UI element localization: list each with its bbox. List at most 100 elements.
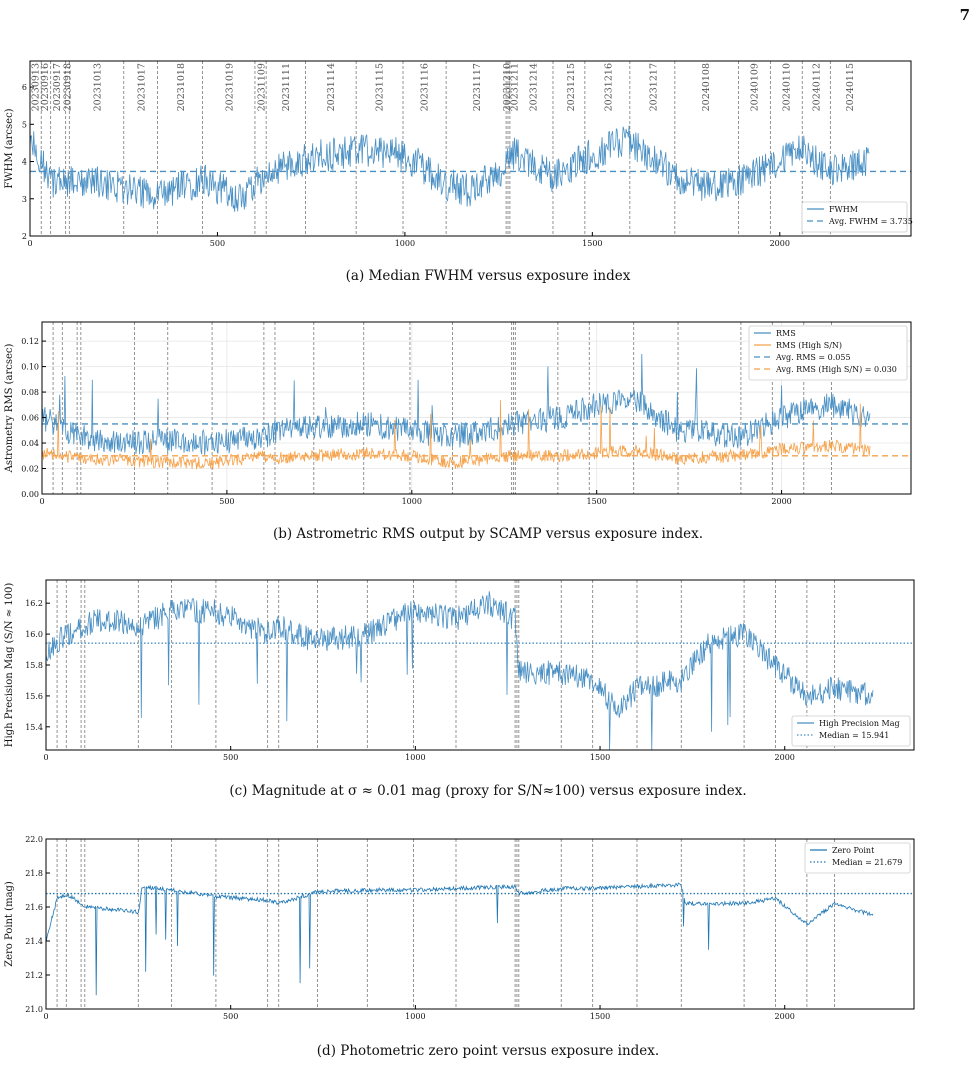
x-tick-label: 500 xyxy=(219,497,234,506)
date-label: 20230917 xyxy=(52,63,63,111)
date-label: 20240110 xyxy=(781,63,792,111)
date-label: 20231017 xyxy=(137,63,148,111)
legend-label: RMS xyxy=(776,329,796,338)
y-tick-label: 15.4 xyxy=(25,723,43,732)
date-label: 20231111 xyxy=(281,63,292,111)
date-label: 20231109 xyxy=(257,63,268,111)
date-label: 20231211 xyxy=(510,63,521,111)
y-tick-label: 0.10 xyxy=(21,363,39,372)
y-tick-label: 21.8 xyxy=(25,869,43,878)
date-label: 20231019 xyxy=(225,63,236,111)
date-label: 20231210 xyxy=(502,63,513,111)
caption-rms: (b) Astrometric RMS output by SCAMP vers… xyxy=(272,526,704,542)
y-tick-label: 15.8 xyxy=(25,661,43,670)
y-tick-label: 0.02 xyxy=(21,465,39,474)
x-tick-label: 2000 xyxy=(775,1012,795,1021)
caption-fwhm: (a) Median FWHM versus exposure index xyxy=(345,268,631,284)
y-tick-label: 2 xyxy=(22,232,27,241)
y-tick-label: 21.6 xyxy=(25,903,43,912)
y-tick-label: 0.04 xyxy=(21,439,39,448)
x-tick-label: 500 xyxy=(210,239,225,248)
plot-frame xyxy=(45,838,915,1010)
y-tick-label: 16.2 xyxy=(25,599,43,608)
plot-frame xyxy=(41,321,912,495)
date-label: 20231215 xyxy=(566,63,577,111)
y-tick-label: 0.08 xyxy=(21,388,39,397)
y-tick-label: 21.0 xyxy=(25,1005,43,1014)
legend: RMS RMS (High S/N) Avg. RMS = 0.055 Avg. RM… xyxy=(748,325,908,381)
legend-label: Median = 15.941 xyxy=(819,731,889,740)
legend-box xyxy=(748,325,908,381)
x-tick-label: 1000 xyxy=(405,1012,425,1021)
y-tick-label: 6 xyxy=(22,83,27,92)
x-tick-label: 0 xyxy=(39,497,44,506)
y-tick-label: 0.00 xyxy=(21,490,39,499)
date-label: 20231114 xyxy=(326,63,337,111)
caption-mag: (c) Magnitude at σ ≈ 0.01 mag (proxy for… xyxy=(229,783,747,799)
date-label: 20231216 xyxy=(603,63,614,111)
date-label: 20231013 xyxy=(93,63,104,111)
legend-label: Avg. RMS = 0.055 xyxy=(775,353,851,362)
date-label: 20231117 xyxy=(472,63,483,111)
date-label: 20231217 xyxy=(648,63,659,111)
date-label: 20240108 xyxy=(701,63,712,111)
y-tick-label: 16.0 xyxy=(25,630,43,639)
x-tick-label: 2000 xyxy=(770,239,790,248)
y-axis-label: High Precision Mag (S/N ≈ 100) xyxy=(4,583,15,748)
series-line xyxy=(41,399,871,470)
y-tick-label: 0.12 xyxy=(21,337,39,346)
x-tick-label: 1500 xyxy=(582,239,602,248)
legend: Zero Point Median = 21.679 xyxy=(804,842,911,874)
date-label: 20230916 xyxy=(40,63,51,111)
y-tick-label: 21.4 xyxy=(25,937,43,946)
date-label: 20230918 xyxy=(63,63,74,111)
legend-box xyxy=(801,201,908,233)
x-tick-label: 1000 xyxy=(405,753,425,762)
series-line xyxy=(41,353,871,456)
legend: High Precision Mag Median = 15.941 xyxy=(791,715,911,747)
x-tick-label: 2000 xyxy=(771,497,791,506)
y-tick-label: 5 xyxy=(22,120,27,129)
y-axis-label: Zero Point (mag) xyxy=(4,881,15,967)
chart-mag: 0 500 1000 1500 2000 15.4 15.6 15.8 16.0 16.2 High… xyxy=(4,579,915,762)
legend: FWHM Avg. FWHM = 3.735 xyxy=(801,201,913,233)
x-tick-label: 0 xyxy=(43,1012,48,1021)
x-tick-label: 1500 xyxy=(590,753,610,762)
x-tick-label: 1500 xyxy=(590,1012,610,1021)
y-axis-label: FWHM (arcsec) xyxy=(4,108,15,188)
legend-label: Median = 21.679 xyxy=(832,858,902,867)
caption-zp: (d) Photometric zero point versus exposu… xyxy=(316,1043,660,1059)
legend-label: Avg. RMS (High S/N) = 0.030 xyxy=(775,365,897,374)
date-label: 20230913 xyxy=(30,63,41,111)
y-tick-label: 3 xyxy=(22,195,27,204)
legend-label: RMS (High S/N) xyxy=(776,341,842,350)
x-tick-label: 2000 xyxy=(775,753,795,762)
plot-frame xyxy=(29,60,912,237)
legend-box xyxy=(791,715,911,747)
y-tick-label: 21.2 xyxy=(25,971,43,980)
page-number: 7 xyxy=(959,6,970,24)
date-label: 20231115 xyxy=(375,63,386,111)
date-label: 20231116 xyxy=(420,63,431,111)
y-tick-label: 15.6 xyxy=(25,692,43,701)
x-tick-label: 500 xyxy=(223,753,238,762)
series-line xyxy=(45,882,874,996)
y-tick-label: 4 xyxy=(22,158,27,167)
y-tick-label: 22.0 xyxy=(25,835,43,844)
legend-box xyxy=(804,842,911,874)
y-tick-label: 0.06 xyxy=(21,414,39,423)
x-tick-label: 500 xyxy=(223,1012,238,1021)
series-line xyxy=(45,591,874,751)
x-tick-label: 1000 xyxy=(395,239,415,248)
x-tick-label: 1500 xyxy=(587,497,607,506)
x-tick-label: 1000 xyxy=(402,497,422,506)
legend-label: High Precision Mag xyxy=(819,719,900,728)
legend-label: Zero Point xyxy=(832,846,875,855)
series-line xyxy=(29,125,870,212)
y-axis-label: Astrometry RMS (arcsec) xyxy=(4,344,15,474)
date-label: 20240115 xyxy=(845,63,856,111)
legend-label: FWHM xyxy=(829,205,858,214)
x-tick-label: 0 xyxy=(43,753,48,762)
legend-label: Avg. FWHM = 3.735 xyxy=(828,217,913,226)
